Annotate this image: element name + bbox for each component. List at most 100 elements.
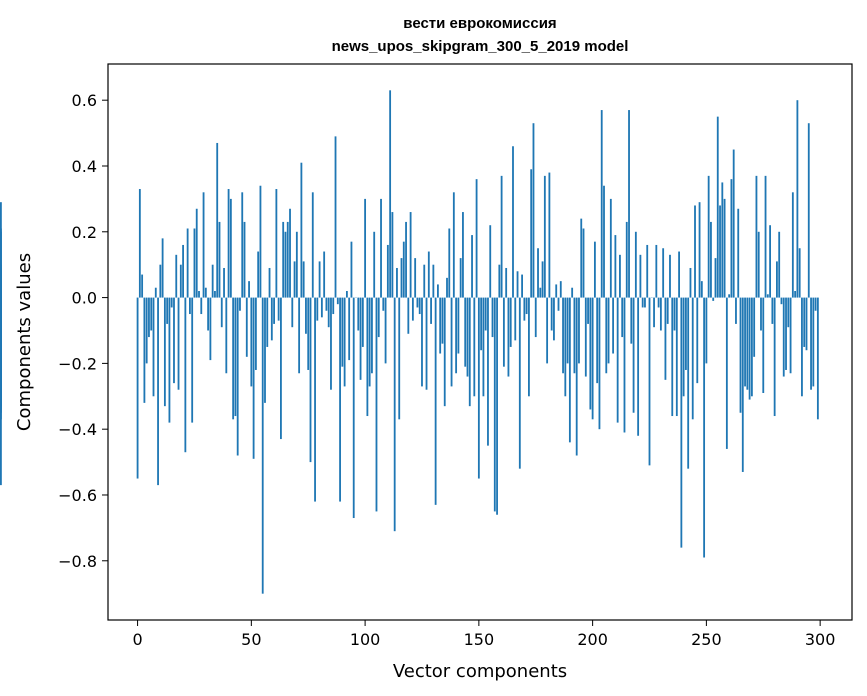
bar: [386, 244, 389, 298]
bar: [562, 297, 564, 374]
bar: [339, 297, 341, 502]
bar: [746, 297, 749, 390]
bar: [648, 297, 651, 466]
bar: [446, 277, 448, 298]
bar: [801, 297, 803, 397]
bar: [541, 261, 544, 298]
bar: [794, 291, 797, 298]
bar: [427, 251, 430, 298]
bar: [157, 297, 159, 486]
bar: [298, 297, 301, 374]
bar: [323, 251, 326, 298]
bar: [764, 175, 767, 298]
bar: [136, 297, 139, 479]
bar: [514, 297, 517, 341]
bar: [211, 264, 214, 298]
bar: [769, 225, 771, 298]
bar: [455, 297, 458, 374]
bar: [289, 208, 291, 298]
bar: [696, 297, 699, 384]
bar: [523, 297, 526, 321]
bar: [477, 297, 480, 479]
bar: [377, 297, 380, 338]
bar: [573, 297, 576, 374]
bar: [669, 254, 671, 298]
bar: [493, 297, 496, 512]
bar: [534, 297, 537, 338]
bar: [539, 287, 542, 298]
bar: [557, 297, 560, 311]
bar: [327, 297, 330, 328]
bar: [789, 297, 792, 374]
bar: [666, 297, 669, 324]
bar: [603, 185, 605, 298]
bar: [782, 297, 785, 377]
bar: [198, 291, 200, 298]
bar: [389, 90, 392, 298]
bar: [662, 248, 665, 298]
bar: [439, 297, 442, 354]
bar: [596, 297, 599, 384]
bar: [325, 297, 328, 311]
bar: [657, 297, 660, 308]
bar: [566, 297, 569, 364]
bar: [400, 258, 403, 298]
bar: [518, 297, 521, 469]
bar: [177, 297, 180, 390]
bar: [314, 297, 316, 502]
bar: [464, 297, 467, 367]
bar: [457, 297, 460, 354]
bar: [480, 297, 483, 351]
bar: [487, 297, 489, 446]
bar: [182, 244, 184, 298]
bar: [591, 297, 594, 420]
bar: [773, 297, 776, 417]
bar: [637, 297, 640, 436]
bar: [750, 297, 753, 397]
bar: [295, 231, 298, 298]
bar: [814, 297, 817, 311]
bar: [659, 297, 662, 331]
chart-title: вести еврокомиссия: [403, 15, 556, 32]
x-tick-label: 300: [805, 630, 836, 649]
y-tick-label: 0.6: [72, 91, 97, 110]
y-tick-label: 0.0: [72, 289, 97, 308]
bar: [432, 264, 435, 298]
x-axis-label: Vector components: [393, 661, 567, 682]
bar: [716, 116, 719, 298]
bar: [737, 208, 740, 298]
bar: [682, 297, 685, 397]
bar: [778, 231, 781, 298]
bar: [437, 284, 439, 298]
y-tick-label: −0.4: [58, 420, 97, 439]
bar: [232, 297, 235, 420]
bar: [646, 244, 649, 298]
bar: [653, 297, 655, 328]
bar: [810, 297, 812, 390]
bar: [234, 297, 237, 417]
bar: [250, 297, 253, 387]
bar: [741, 297, 744, 472]
bar: [700, 281, 703, 298]
x-tick-label: 100: [350, 630, 381, 649]
bar: [209, 297, 212, 361]
bar: [641, 297, 644, 308]
bar: [760, 297, 762, 331]
bar: [189, 297, 191, 315]
bar: [564, 297, 567, 397]
bar: [220, 297, 223, 328]
bar: [475, 179, 478, 298]
bar: [407, 297, 410, 334]
bar: [366, 297, 369, 417]
bar: [548, 172, 551, 298]
bar: [537, 248, 539, 298]
bar: [241, 192, 244, 298]
bar: [223, 267, 225, 298]
bar: [302, 261, 305, 298]
bar: [229, 198, 232, 298]
bar: [425, 297, 428, 390]
bar: [179, 264, 182, 298]
bar: [264, 297, 266, 403]
bar: [584, 297, 587, 377]
